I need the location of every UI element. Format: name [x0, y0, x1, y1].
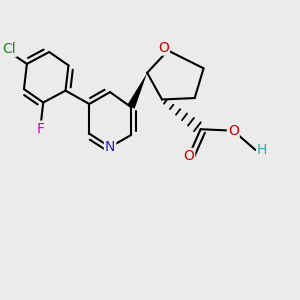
Polygon shape — [127, 73, 147, 109]
Text: F: F — [36, 122, 44, 136]
Text: Cl: Cl — [2, 42, 16, 56]
Text: O: O — [228, 124, 239, 138]
Text: O: O — [183, 149, 194, 163]
Text: N: N — [105, 140, 115, 154]
Text: O: O — [158, 40, 169, 55]
Text: H: H — [257, 143, 267, 157]
